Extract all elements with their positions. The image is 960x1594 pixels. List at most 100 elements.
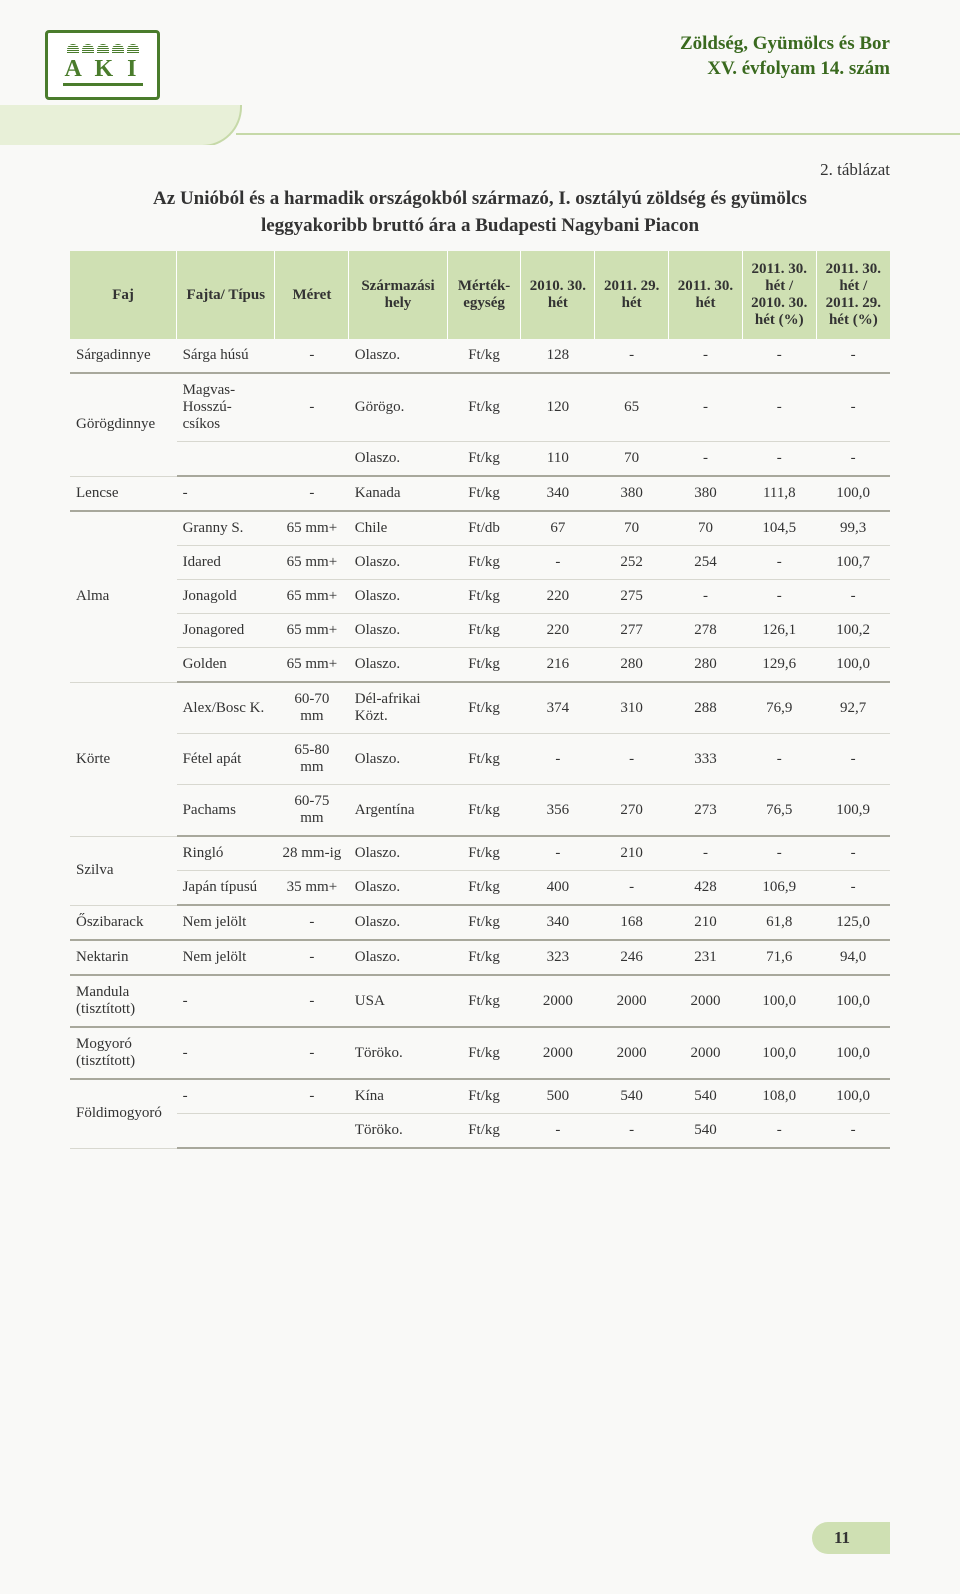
cell-2011-29: 280 <box>595 648 669 683</box>
cell-meret: 65 mm+ <box>275 580 349 614</box>
cell-2010-30: - <box>521 1114 595 1149</box>
cell-2010-30: 340 <box>521 905 595 940</box>
aki-logo: A K I <box>45 30 160 100</box>
table-row: SárgadinnyeSárga húsú-Olaszo.Ft/kg128---… <box>70 339 890 373</box>
cell-mertek: Ft/kg <box>447 648 521 683</box>
cell-meret: 60-70 mm <box>275 682 349 734</box>
cell-2011-30: 2000 <box>669 975 743 1027</box>
cell-2010-30: 220 <box>521 580 595 614</box>
cell-meret: 65-80 mm <box>275 734 349 785</box>
cell-meret: - <box>275 1079 349 1114</box>
cell-ratio-2011: - <box>816 442 890 477</box>
cell-2011-30: 231 <box>669 940 743 975</box>
cell-2010-30: - <box>521 546 595 580</box>
cell-2010-30: 500 <box>521 1079 595 1114</box>
page-header: A K I Zöldség, Gyümölcs és Bor XV. évfol… <box>0 0 960 130</box>
cell-meret: - <box>275 476 349 511</box>
cell-2011-30: 273 <box>669 785 743 837</box>
cell-mertek: Ft/kg <box>447 373 521 442</box>
cell-fajta: Nem jelölt <box>177 940 275 975</box>
cell-ratio-2010: 61,8 <box>742 905 816 940</box>
cell-ratio-2011: 100,0 <box>816 648 890 683</box>
cell-ratio-2011: - <box>816 373 890 442</box>
cell-2011-29: 70 <box>595 511 669 546</box>
cell-ratio-2010: - <box>742 734 816 785</box>
cell-ratio-2010: - <box>742 373 816 442</box>
cell-2011-29: 277 <box>595 614 669 648</box>
publication-title-line1: Zöldség, Gyümölcs és Bor <box>680 32 890 57</box>
cell-2011-29: 275 <box>595 580 669 614</box>
cell-szarm: Töröko. <box>349 1027 447 1079</box>
cell-2011-29: 380 <box>595 476 669 511</box>
cell-2011-29: 168 <box>595 905 669 940</box>
cell-szarm: Töröko. <box>349 1114 447 1149</box>
col-faj: Faj <box>70 251 177 339</box>
table-row: Jonagored65 mm+Olaszo.Ft/kg220277278126,… <box>70 614 890 648</box>
cell-ratio-2010: - <box>742 580 816 614</box>
cell-meret: 35 mm+ <box>275 871 349 906</box>
cell-fajta: Granny S. <box>177 511 275 546</box>
cell-ratio-2010: 126,1 <box>742 614 816 648</box>
cell-szarm: Olaszo. <box>349 648 447 683</box>
cell-ratio-2011: 100,2 <box>816 614 890 648</box>
cell-fajta: Sárga húsú <box>177 339 275 373</box>
cell-fajta: Jonagored <box>177 614 275 648</box>
cell-ratio-2011: - <box>816 339 890 373</box>
table-row: Lencse--KanadaFt/kg340380380111,8100,0 <box>70 476 890 511</box>
cell-2011-29: 252 <box>595 546 669 580</box>
cell-meret: 65 mm+ <box>275 648 349 683</box>
cell-faj: Szilva <box>70 836 177 905</box>
page-number: 11 <box>812 1522 890 1554</box>
cell-ratio-2010: 104,5 <box>742 511 816 546</box>
cell-ratio-2010: 106,9 <box>742 871 816 906</box>
table-row: Töröko.Ft/kg--540-- <box>70 1114 890 1149</box>
col-2011-30: 2011. 30. hét <box>669 251 743 339</box>
cell-szarm: Kína <box>349 1079 447 1114</box>
cell-2011-29: 246 <box>595 940 669 975</box>
cell-ratio-2011: 99,3 <box>816 511 890 546</box>
cell-meret: 28 mm-ig <box>275 836 349 871</box>
cell-2010-30: 220 <box>521 614 595 648</box>
cell-2011-30: - <box>669 580 743 614</box>
cell-faj: Őszibarack <box>70 905 177 940</box>
col-2010-30: 2010. 30. hét <box>521 251 595 339</box>
cell-szarm: Olaszo. <box>349 940 447 975</box>
cell-2010-30: 400 <box>521 871 595 906</box>
publication-title: Zöldség, Gyümölcs és Bor XV. évfolyam 14… <box>680 32 890 81</box>
table-row: GörögdinnyeMagvas-Hosszú-csíkos-Görögo.F… <box>70 373 890 442</box>
cell-mertek: Ft/kg <box>447 836 521 871</box>
cell-2011-30: 70 <box>669 511 743 546</box>
cell-2011-30: 278 <box>669 614 743 648</box>
table-row: Japán típusú35 mm+Olaszo.Ft/kg400-428106… <box>70 871 890 906</box>
cell-ratio-2010: 111,8 <box>742 476 816 511</box>
cell-szarm: Olaszo. <box>349 734 447 785</box>
cell-fajta: Jonagold <box>177 580 275 614</box>
cell-szarm: Görögo. <box>349 373 447 442</box>
cell-szarm: Olaszo. <box>349 614 447 648</box>
cell-2011-30: 333 <box>669 734 743 785</box>
cell-2010-30: 128 <box>521 339 595 373</box>
cell-faj: Görögdinnye <box>70 373 177 476</box>
table-row: Mogyoró (tisztított)--Töröko.Ft/kg200020… <box>70 1027 890 1079</box>
cell-2011-30: 380 <box>669 476 743 511</box>
page-content: 2. táblázat Az Unióból és a harmadik ors… <box>0 130 960 1149</box>
col-szarm: Származási hely <box>349 251 447 339</box>
cell-faj: Mandula (tisztított) <box>70 975 177 1027</box>
cell-mertek: Ft/kg <box>447 682 521 734</box>
cell-mertek: Ft/kg <box>447 734 521 785</box>
logo-underline <box>63 83 143 86</box>
cell-meret: - <box>275 905 349 940</box>
cell-meret <box>275 442 349 477</box>
cell-mertek: Ft/kg <box>447 476 521 511</box>
cell-2011-29: 270 <box>595 785 669 837</box>
table-row: Olaszo.Ft/kg11070--- <box>70 442 890 477</box>
cell-fajta: Ringló <box>177 836 275 871</box>
cell-fajta: - <box>177 975 275 1027</box>
cell-fajta: Nem jelölt <box>177 905 275 940</box>
cell-meret: - <box>275 940 349 975</box>
cell-2011-30: 280 <box>669 648 743 683</box>
table-row: Földimogyoró--KínaFt/kg500540540108,0100… <box>70 1079 890 1114</box>
cell-2011-29: 2000 <box>595 1027 669 1079</box>
cell-ratio-2011: 100,7 <box>816 546 890 580</box>
cell-mertek: Ft/kg <box>447 580 521 614</box>
